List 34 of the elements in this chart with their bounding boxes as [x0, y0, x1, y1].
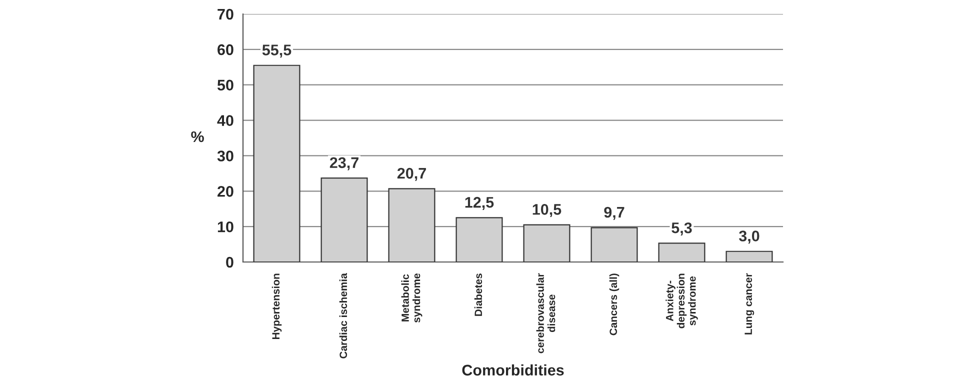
- x-tick-label: Cancers (all): [609, 274, 620, 336]
- x-tick-label: Hypertension: [272, 274, 282, 339]
- data-label: 20,7: [397, 168, 426, 181]
- bar: [658, 242, 706, 262]
- x-tick-label: Anxiety- depression syndrome: [666, 274, 698, 328]
- data-label: 9,7: [604, 206, 624, 220]
- y-tick-label: 20: [218, 186, 234, 197]
- x-tick-label: Cardiac ischemia: [339, 273, 348, 358]
- bar: [388, 188, 436, 262]
- data-label: 5,3: [672, 222, 692, 236]
- bar: [253, 64, 300, 262]
- data-label: 23,7: [330, 157, 358, 170]
- bar: [590, 227, 638, 262]
- x-tick-label: Metabolic syndrome: [401, 273, 422, 323]
- data-label: 10,5: [532, 204, 562, 218]
- y-axis-title: %: [191, 131, 204, 142]
- x-tick-label: Diabetes: [474, 274, 482, 316]
- data-label: 12,5: [465, 196, 494, 210]
- y-tick-label: 30: [217, 150, 234, 162]
- x-tick-label: Lung cancer: [744, 273, 754, 334]
- y-tick-label: 10: [218, 221, 234, 232]
- data-label: 55,5: [262, 44, 292, 58]
- bar: [320, 177, 368, 262]
- y-tick-label: 0: [226, 256, 234, 268]
- y-tick-label: 40: [217, 115, 234, 126]
- x-axis-title: Comorbidities: [462, 364, 564, 376]
- y-tick-label: 50: [217, 80, 234, 91]
- x-tick-label: cerebrovascular disease: [536, 273, 556, 354]
- bar: [456, 217, 503, 262]
- y-tick-label: 70: [218, 8, 234, 20]
- bar: [523, 224, 570, 262]
- y-tick-label: 60: [218, 44, 234, 56]
- data-label: 3,0: [738, 230, 760, 244]
- bar: [726, 250, 773, 262]
